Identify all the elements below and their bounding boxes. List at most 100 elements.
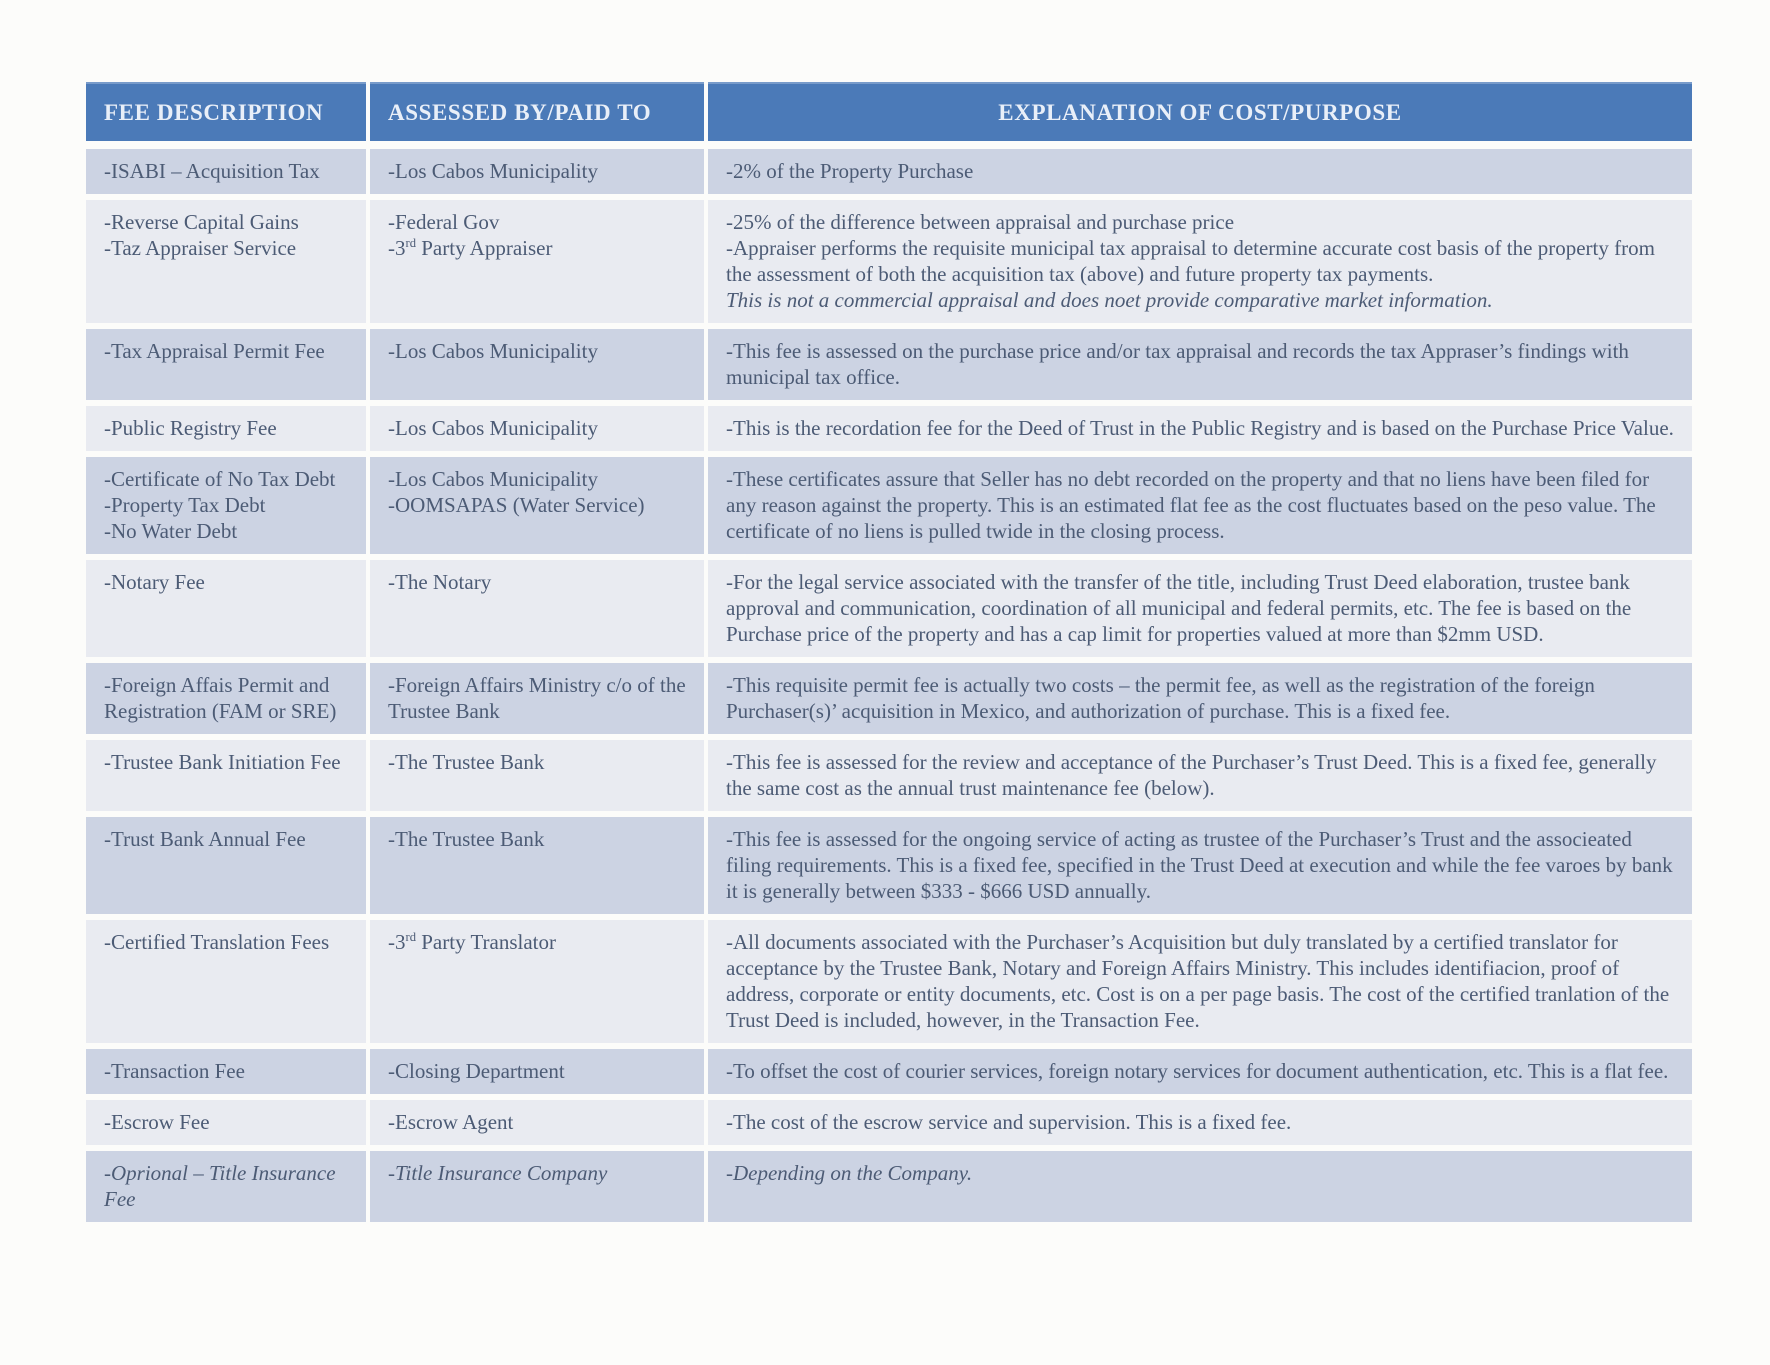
cell-line: -3rd Party Appraiser xyxy=(388,236,553,260)
explanation-cell: -The cost of the escrow service and supe… xyxy=(708,1100,1692,1145)
cell-line: -For the legal service associated with t… xyxy=(726,570,1632,646)
cell-line: -Oprional – Title Insurance Fee xyxy=(104,1161,336,1211)
explanation-cell: -2% of the Property Purchase xyxy=(708,149,1692,194)
cell-line: -The Notary xyxy=(388,570,492,594)
fee-description-cell: -Escrow Fee xyxy=(86,1100,366,1145)
cell-line: -Escrow Fee xyxy=(104,1110,210,1134)
cell-line: -This fee is assessed on the purchase pr… xyxy=(726,339,1629,389)
cell-line: -Title Insurance Company xyxy=(388,1161,608,1185)
assessed-by-cell: -Foreign Affairs Ministry c/o of the Tru… xyxy=(370,663,704,734)
cell-line: -To offset the cost of courier services,… xyxy=(726,1059,1669,1083)
cell-line: -All documents associated with the Purch… xyxy=(726,930,1670,1032)
assessed-by-cell: -Los Cabos Municipality xyxy=(370,149,704,194)
cell-line: -Certified Translation Fees xyxy=(104,930,330,954)
cell-line: -Los Cabos Municipality xyxy=(388,467,598,491)
fee-description-cell: -Transaction Fee xyxy=(86,1049,366,1094)
table-row: -ISABI – Acquisition Tax -Los Cabos Muni… xyxy=(86,149,1692,194)
explanation-cell: -25% of the difference between appraisal… xyxy=(708,200,1692,323)
cell-line: -3rd Party Translator xyxy=(388,930,557,954)
cell-line: -These certificates assure that Seller h… xyxy=(726,467,1656,543)
cell-line: -2% of the Property Purchase xyxy=(726,159,974,183)
table-row: -Foreign Affais Permit and Registration … xyxy=(86,663,1692,734)
assessed-by-cell: -The Trustee Bank xyxy=(370,740,704,811)
cell-line: -The Trustee Bank xyxy=(388,827,545,851)
column-header-assessed-by: ASSESSED BY/PAID TO xyxy=(370,82,704,141)
explanation-cell: -Depending on the Company. xyxy=(708,1151,1692,1222)
explanation-cell: -This fee is assessed for the review and… xyxy=(708,740,1692,811)
cell-line: -Trustee Bank Initiation Fee xyxy=(104,750,341,774)
fee-description-cell: -Trustee Bank Initiation Fee xyxy=(86,740,366,811)
explanation-cell: -This fee is assessed for the ongoing se… xyxy=(708,817,1692,914)
cell-line: -The Trustee Bank xyxy=(388,750,545,774)
table-row: -Trustee Bank Initiation Fee -The Truste… xyxy=(86,740,1692,811)
cell-line: -Notary Fee xyxy=(104,570,205,594)
explanation-cell: -All documents associated with the Purch… xyxy=(708,920,1692,1043)
fee-table: FEE DESCRIPTION ASSESSED BY/PAID TO EXPL… xyxy=(86,82,1692,1228)
explanation-cell: -For the legal service associated with t… xyxy=(708,560,1692,657)
table-row: -Certified Translation Fees -3rd Party T… xyxy=(86,920,1692,1043)
cell-line: -Trust Bank Annual Fee xyxy=(104,827,306,851)
fee-description-cell: -ISABI – Acquisition Tax xyxy=(86,149,366,194)
assessed-by-cell: -Federal Gov -3rd Party Appraiser xyxy=(370,200,704,323)
assessed-by-cell: -The Trustee Bank xyxy=(370,817,704,914)
cell-line: -Certificate of No Tax Debt xyxy=(104,467,336,491)
assessed-by-cell: -Closing Department xyxy=(370,1049,704,1094)
cell-line: -25% of the difference between appraisal… xyxy=(726,210,1235,234)
explanation-cell: -To offset the cost of courier services,… xyxy=(708,1049,1692,1094)
fee-description-cell: -Trust Bank Annual Fee xyxy=(86,817,366,914)
cell-line: -Property Tax Debt xyxy=(104,493,266,517)
table-row: -Escrow Fee -Escrow Agent -The cost of t… xyxy=(86,1100,1692,1145)
cell-line: -Los Cabos Municipality xyxy=(388,339,598,363)
explanation-cell: -This is the recordation fee for the Dee… xyxy=(708,406,1692,451)
cell-line: -Appraiser performs the requisite munici… xyxy=(726,236,1655,286)
cell-line: -This fee is assessed for the ongoing se… xyxy=(726,827,1673,903)
cell-line: -Escrow Agent xyxy=(388,1110,514,1134)
fee-description-cell: -Public Registry Fee xyxy=(86,406,366,451)
cell-line: -Foreign Affais Permit and Registration … xyxy=(104,673,337,723)
cell-line: -ISABI – Acquisition Tax xyxy=(104,159,320,183)
cell-line: -Foreign Affairs Ministry c/o of the Tru… xyxy=(388,673,686,723)
cell-line: -Closing Department xyxy=(388,1059,565,1083)
cell-line: -Reverse Capital Gains xyxy=(104,210,299,234)
cell-line: -Los Cabos Municipality xyxy=(388,416,598,440)
cell-line: -Depending on the Company. xyxy=(726,1161,973,1185)
assessed-by-cell: -The Notary xyxy=(370,560,704,657)
cell-line: -The cost of the escrow service and supe… xyxy=(726,1110,1292,1134)
fee-description-cell: -Oprional – Title Insurance Fee xyxy=(86,1151,366,1222)
table-body: -ISABI – Acquisition Tax -Los Cabos Muni… xyxy=(86,149,1692,1222)
column-header-explanation: EXPLANATION OF COST/PURPOSE xyxy=(708,82,1692,141)
fee-description-cell: -Reverse Capital Gains -Taz Appraiser Ser… xyxy=(86,200,366,323)
assessed-by-cell: -Escrow Agent xyxy=(370,1100,704,1145)
explanation-cell: -This fee is assessed on the purchase pr… xyxy=(708,329,1692,400)
table-row: -Public Registry Fee -Los Cabos Municipa… xyxy=(86,406,1692,451)
cell-line: -Tax Appraisal Permit Fee xyxy=(104,339,325,363)
cell-line: -This requisite permit fee is actually t… xyxy=(726,673,1595,723)
explanation-cell: -This requisite permit fee is actually t… xyxy=(708,663,1692,734)
table-row: -Trust Bank Annual Fee -The Trustee Bank… xyxy=(86,817,1692,914)
table-row: -Oprional – Title Insurance Fee -Title I… xyxy=(86,1151,1692,1222)
fee-description-cell: -Certificate of No Tax Debt -Property Tax… xyxy=(86,457,366,554)
cell-line: This is not a commercial appraisal and d… xyxy=(726,288,1493,312)
table-row: -Transaction Fee -Closing Department -To… xyxy=(86,1049,1692,1094)
assessed-by-cell: -Title Insurance Company xyxy=(370,1151,704,1222)
table-header-row: FEE DESCRIPTION ASSESSED BY/PAID TO EXPL… xyxy=(86,82,1692,141)
fee-description-cell: -Notary Fee xyxy=(86,560,366,657)
table-row: -Certificate of No Tax Debt -Property Tax… xyxy=(86,457,1692,554)
cell-line: -Los Cabos Municipality xyxy=(388,159,598,183)
assessed-by-cell: -Los Cabos Municipality -OOMSAPAS (Water … xyxy=(370,457,704,554)
explanation-cell: -These certificates assure that Seller h… xyxy=(708,457,1692,554)
cell-line: -Transaction Fee xyxy=(104,1059,245,1083)
table-row: -Tax Appraisal Permit Fee -Los Cabos Mun… xyxy=(86,329,1692,400)
table-row: -Notary Fee -The Notary -For the legal s… xyxy=(86,560,1692,657)
cell-line: -OOMSAPAS (Water Service) xyxy=(388,493,645,517)
assessed-by-cell: -Los Cabos Municipality xyxy=(370,406,704,451)
cell-line: -No Water Debt xyxy=(104,519,238,543)
cell-line: -Federal Gov xyxy=(388,210,500,234)
cell-line: -This fee is assessed for the review and… xyxy=(726,750,1657,800)
cell-line: -This is the recordation fee for the Dee… xyxy=(726,416,1674,440)
assessed-by-cell: -Los Cabos Municipality xyxy=(370,329,704,400)
assessed-by-cell: -3rd Party Translator xyxy=(370,920,704,1043)
fee-description-cell: -Certified Translation Fees xyxy=(86,920,366,1043)
cell-line: -Taz Appraiser Service xyxy=(104,236,297,260)
cell-line: -Public Registry Fee xyxy=(104,416,277,440)
